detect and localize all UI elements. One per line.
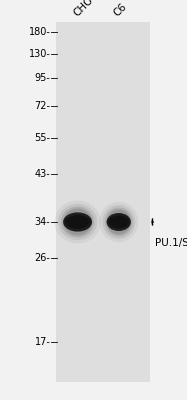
Text: 55-: 55- <box>34 133 50 143</box>
Ellipse shape <box>63 208 92 236</box>
Ellipse shape <box>54 200 101 244</box>
Text: C6: C6 <box>112 1 129 18</box>
Ellipse shape <box>67 215 88 229</box>
Ellipse shape <box>61 206 94 238</box>
Bar <box>56 22 150 382</box>
Ellipse shape <box>110 216 128 228</box>
Text: 180-: 180- <box>29 27 50 37</box>
Ellipse shape <box>107 210 131 234</box>
Text: CHO-K1: CHO-K1 <box>71 0 107 18</box>
Ellipse shape <box>58 204 97 240</box>
Ellipse shape <box>63 212 92 232</box>
Text: 17-: 17- <box>35 337 50 347</box>
Text: 43-: 43- <box>35 169 50 179</box>
Text: 72-: 72- <box>34 101 50 111</box>
Ellipse shape <box>65 215 91 229</box>
Text: PU.1/Spi1: PU.1/Spi1 <box>155 238 187 248</box>
Ellipse shape <box>108 216 130 228</box>
Ellipse shape <box>105 208 133 236</box>
Ellipse shape <box>107 213 131 231</box>
Ellipse shape <box>99 202 138 242</box>
Text: 34-: 34- <box>35 217 50 227</box>
Text: 130-: 130- <box>29 49 50 59</box>
Text: 26-: 26- <box>35 253 50 263</box>
Text: 95-: 95- <box>35 73 50 83</box>
Ellipse shape <box>112 216 125 228</box>
Ellipse shape <box>70 215 86 229</box>
Ellipse shape <box>102 205 135 239</box>
